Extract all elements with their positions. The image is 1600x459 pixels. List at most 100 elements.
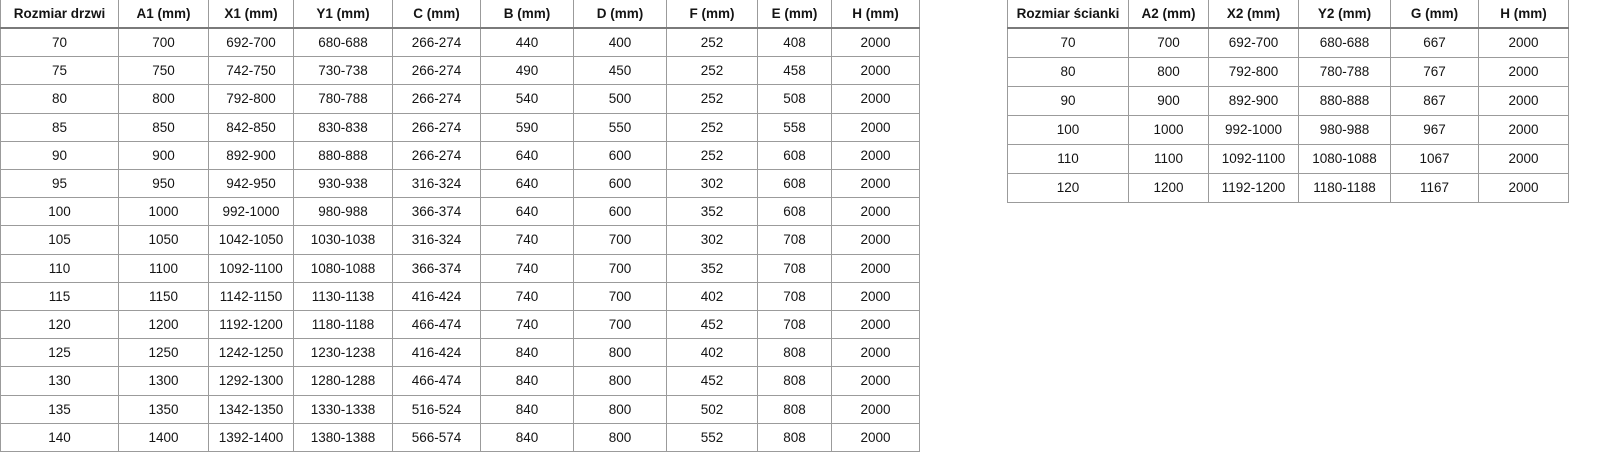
table-row: 120 1200 1192-1200 1180-1188 466-474 740… xyxy=(0,310,920,340)
column-header-a2: A2 (mm) xyxy=(1128,0,1209,29)
cell: 266-274 xyxy=(392,56,481,86)
cell: 100 xyxy=(0,197,119,227)
table-row: 135 1350 1342-1350 1330-1338 516-524 840… xyxy=(0,394,920,424)
cell: 352 xyxy=(666,253,758,283)
table-row: 120 1200 1192-1200 1180-1188 1167 2000 xyxy=(1007,173,1569,203)
cell: 2000 xyxy=(831,338,920,368)
cell: 900 xyxy=(118,140,209,171)
cell: 780-788 xyxy=(1298,57,1391,87)
table-row: 70 700 692-700 680-688 667 2000 xyxy=(1007,27,1569,58)
cell: 90 xyxy=(1007,86,1129,116)
cell: 120 xyxy=(1007,173,1129,203)
column-header-rozmiar-drzwi: Rozmiar drzwi xyxy=(0,0,119,29)
cell: 742-750 xyxy=(208,56,294,86)
column-header-h: H (mm) xyxy=(831,0,920,29)
cell: 452 xyxy=(666,310,758,340)
cell: 640 xyxy=(480,140,574,171)
cell: 1180-1188 xyxy=(293,310,393,340)
column-header-rozmiar-scianki: Rozmiar ścianki xyxy=(1007,0,1129,29)
cell: 1200 xyxy=(118,310,209,340)
cell: 692-700 xyxy=(1208,27,1299,58)
cell: 640 xyxy=(480,169,574,199)
table-row: 115 1150 1142-1150 1130-1138 416-424 740… xyxy=(0,281,920,312)
cell: 1280-1288 xyxy=(293,366,393,396)
cell: 452 xyxy=(666,366,758,396)
cell: 967 xyxy=(1390,115,1479,145)
cell: 2000 xyxy=(831,253,920,283)
door-table-header: Rozmiar drzwi A1 (mm) X1 (mm) Y1 (mm) C … xyxy=(0,0,920,29)
cell: 90 xyxy=(0,140,119,171)
cell: 880-888 xyxy=(293,140,393,171)
cell: 1342-1350 xyxy=(208,394,294,424)
column-header-y2: Y2 (mm) xyxy=(1298,0,1391,29)
cell: 266-274 xyxy=(392,27,481,58)
cell: 402 xyxy=(666,281,758,312)
cell: 95 xyxy=(0,169,119,199)
cell: 840 xyxy=(480,394,574,424)
cell: 252 xyxy=(666,27,758,58)
cell: 1080-1088 xyxy=(293,253,393,283)
cell: 608 xyxy=(757,140,832,171)
cell: 2000 xyxy=(1478,27,1569,58)
cell: 252 xyxy=(666,140,758,171)
cell: 466-474 xyxy=(392,310,481,340)
cell: 800 xyxy=(573,338,667,368)
cell: 2000 xyxy=(1478,86,1569,116)
cell: 808 xyxy=(757,366,832,396)
cell: 2000 xyxy=(831,281,920,312)
cell: 992-1000 xyxy=(208,197,294,227)
cell: 950 xyxy=(118,169,209,199)
cell: 2000 xyxy=(831,27,920,58)
table-row: 110 1100 1092-1100 1080-1088 1067 2000 xyxy=(1007,144,1569,174)
cell: 1000 xyxy=(118,197,209,227)
cell: 1242-1250 xyxy=(208,338,294,368)
cell: 680-688 xyxy=(1298,27,1391,58)
cell: 1400 xyxy=(118,422,209,453)
column-header-y1: Y1 (mm) xyxy=(293,0,393,29)
table-row: 70 700 692-700 680-688 266-274 440 400 2… xyxy=(0,27,920,58)
cell: 140 xyxy=(0,422,119,453)
cell: 2000 xyxy=(831,112,920,142)
cell: 1042-1050 xyxy=(208,225,294,255)
column-header-d: D (mm) xyxy=(573,0,667,29)
cell: 708 xyxy=(757,225,832,255)
cell: 792-800 xyxy=(1208,57,1299,87)
cell: 708 xyxy=(757,281,832,312)
column-header-h: H (mm) xyxy=(1478,0,1569,29)
cell: 740 xyxy=(480,281,574,312)
cell: 600 xyxy=(573,169,667,199)
cell: 792-800 xyxy=(208,84,294,114)
cell: 100 xyxy=(1007,115,1129,145)
cell: 1080-1088 xyxy=(1298,144,1391,174)
table-row: 105 1050 1042-1050 1030-1038 316-324 740… xyxy=(0,225,920,255)
table-header-row: Rozmiar ścianki A2 (mm) X2 (mm) Y2 (mm) … xyxy=(1007,0,1569,29)
cell: 1300 xyxy=(118,366,209,396)
cell: 867 xyxy=(1390,86,1479,116)
cell: 800 xyxy=(1128,57,1209,87)
cell: 1167 xyxy=(1390,173,1479,203)
cell: 808 xyxy=(757,394,832,424)
cell: 740 xyxy=(480,310,574,340)
cell: 366-374 xyxy=(392,197,481,227)
cell: 2000 xyxy=(831,422,920,453)
cell: 880-888 xyxy=(1298,86,1391,116)
cell: 2000 xyxy=(831,56,920,86)
cell: 1292-1300 xyxy=(208,366,294,396)
cell: 502 xyxy=(666,394,758,424)
wall-table-header: Rozmiar ścianki A2 (mm) X2 (mm) Y2 (mm) … xyxy=(1007,0,1569,29)
cell: 566-574 xyxy=(392,422,481,453)
cell: 302 xyxy=(666,169,758,199)
cell: 466-474 xyxy=(392,366,481,396)
table-header-row: Rozmiar drzwi A1 (mm) X1 (mm) Y1 (mm) C … xyxy=(0,0,920,29)
column-header-b: B (mm) xyxy=(480,0,574,29)
cell: 590 xyxy=(480,112,574,142)
cell: 892-900 xyxy=(1208,86,1299,116)
cell: 130 xyxy=(0,366,119,396)
cell: 2000 xyxy=(831,310,920,340)
cell: 1050 xyxy=(118,225,209,255)
cell: 85 xyxy=(0,112,119,142)
table-row: 100 1000 992-1000 980-988 967 2000 xyxy=(1007,115,1569,145)
cell: 490 xyxy=(480,56,574,86)
cell: 135 xyxy=(0,394,119,424)
cell: 800 xyxy=(118,84,209,114)
